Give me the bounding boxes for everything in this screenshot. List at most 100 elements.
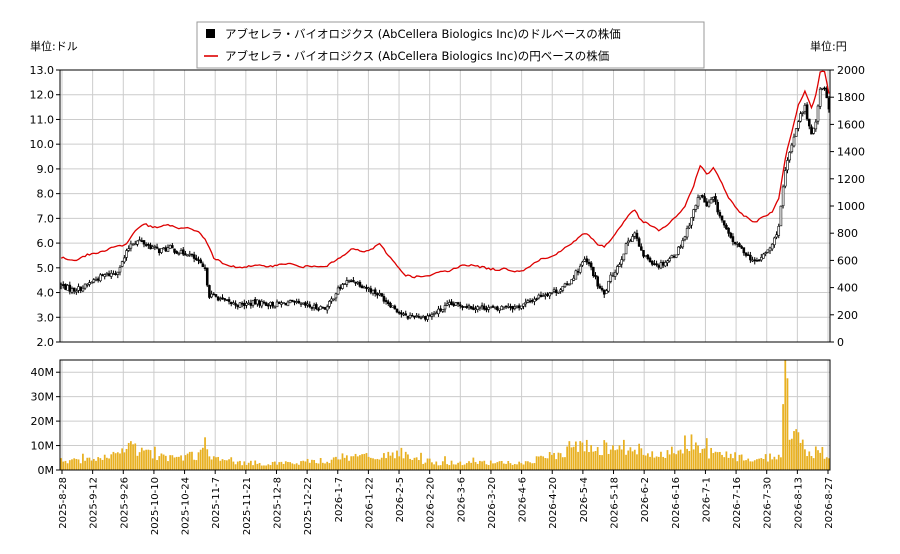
volume-tick-label: 0M [38, 464, 55, 477]
volume-bar [369, 457, 372, 470]
volume-bar [328, 463, 331, 470]
candle-body [618, 264, 621, 267]
x-tick-label: 2026-2-5 [395, 477, 406, 522]
candle-body [131, 243, 135, 246]
volume-bar [657, 456, 660, 470]
candle-body [330, 298, 333, 302]
candle-body [400, 312, 403, 315]
candle-body [138, 239, 141, 242]
right-tick-label: 1400 [837, 146, 865, 159]
candle-body [448, 302, 451, 305]
candle-body [661, 262, 665, 266]
candle-body [703, 196, 706, 203]
volume-bar [797, 432, 800, 470]
candle-body [406, 315, 410, 319]
candle-body [321, 307, 325, 309]
candle-body [642, 250, 645, 257]
volume-bar [740, 454, 743, 470]
legend: アブセレラ・バイオロジクス (AbCellera Biologics Inc)の… [196, 21, 705, 69]
candle-body [192, 254, 196, 259]
left-tick-label: 4.0 [37, 287, 55, 300]
volume-bar [788, 439, 791, 470]
volume-bar [359, 455, 361, 470]
volume-bar [112, 451, 115, 470]
volume-bar [500, 460, 503, 470]
left-axis-unit: 単位:ドル [30, 39, 78, 53]
x-tick-label: 2025-10-24 [181, 477, 192, 535]
x-tick-label: 2026-8-13 [793, 477, 804, 529]
volume-bar [180, 455, 182, 470]
volume-bar [108, 458, 110, 470]
candle-body [90, 281, 93, 284]
candle-body [720, 215, 724, 221]
candle-body [275, 301, 279, 308]
volume-bar [756, 459, 758, 470]
volume-bar [223, 460, 226, 470]
volume-bar [134, 443, 137, 470]
candle-body [786, 160, 789, 171]
volume-bar [208, 456, 211, 470]
candle-body [753, 259, 757, 262]
volume-panel: 0M 10M 20M 30M 40M [31, 359, 831, 477]
volume-bar [636, 454, 638, 470]
volume-bar [79, 463, 82, 470]
candle-body [201, 263, 205, 268]
volume-bar [599, 455, 601, 470]
candle-body [792, 136, 796, 147]
volume-bar [655, 456, 658, 470]
price-panel: 2.0 3.0 4.0 5.0 6.0 7.0 8.0 9.0 10.0 11.0 12.0 13.0… [30, 64, 866, 349]
volume-bar [814, 446, 817, 470]
volume-bar [186, 453, 189, 470]
volume-bar [585, 439, 588, 470]
candle-body [725, 224, 728, 230]
volume-bar [614, 450, 617, 470]
volume-bar [612, 445, 614, 470]
volume-bars [60, 360, 830, 470]
volume-bar [398, 456, 401, 470]
candle-body [343, 283, 346, 285]
volume-bar [164, 455, 167, 470]
candle-body [485, 308, 488, 311]
candle-body [487, 307, 490, 310]
candle-body [208, 285, 211, 298]
volume-bar [116, 452, 119, 470]
volume-bar [529, 462, 531, 470]
candle-body [147, 243, 150, 246]
legend-usd-marker [206, 29, 215, 38]
volume-bar [228, 459, 230, 470]
candle-body [570, 279, 573, 285]
volume-bar [95, 460, 97, 470]
volume-bar [167, 461, 169, 470]
volume-bar [326, 461, 329, 470]
volume-bar [718, 451, 721, 470]
volume-bar [217, 456, 220, 470]
candle-body [243, 302, 246, 306]
volume-bar [616, 449, 619, 470]
volume-bar [258, 462, 261, 470]
candle-body [548, 292, 551, 297]
candle-body [596, 276, 599, 287]
left-tick-label: 2.0 [37, 336, 55, 349]
volume-bar [509, 463, 512, 470]
candle-body [288, 300, 292, 304]
volume-bar [352, 456, 355, 470]
candle-body [550, 292, 554, 294]
candle-body [107, 273, 111, 276]
volume-bar [182, 460, 185, 470]
candle-body [626, 240, 630, 244]
volume-bar [631, 451, 634, 470]
volume-bar [729, 453, 732, 470]
x-tick-label: 2026-1-7 [334, 477, 345, 522]
volume-bar [825, 457, 828, 470]
volume-bar [542, 456, 545, 470]
volume-bar [321, 462, 324, 470]
volume-bar [751, 461, 754, 470]
candle-body [581, 261, 584, 266]
candle-body [151, 246, 154, 249]
candle-body [216, 296, 220, 301]
volume-bar [629, 447, 632, 470]
candle-body [179, 250, 183, 254]
candle-body [578, 265, 582, 273]
volume-bar [605, 442, 608, 470]
candle-body [762, 253, 765, 259]
